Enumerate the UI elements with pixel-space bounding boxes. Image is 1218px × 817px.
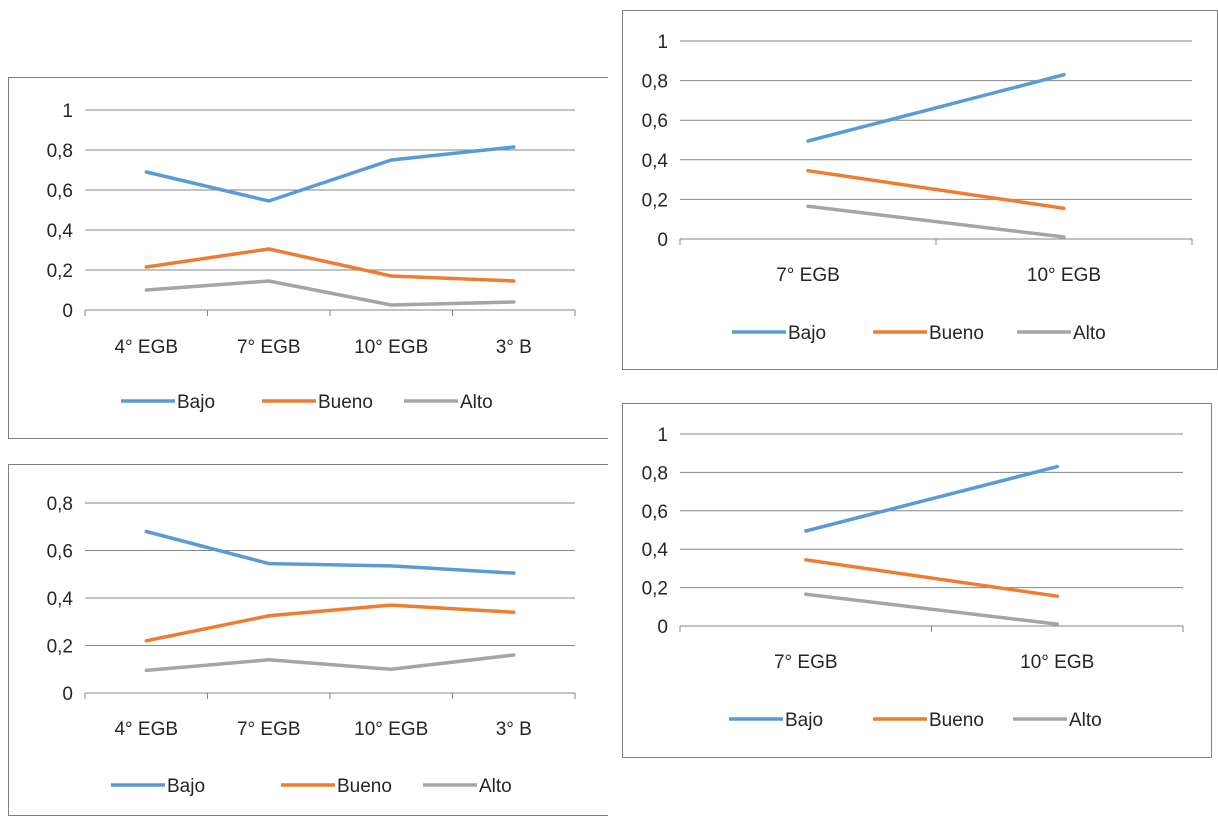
series-line-alto [806,594,1058,624]
x-tick-label: 7° EGB [237,337,301,358]
y-tick-label: 0,8 [47,141,73,162]
legend-label-bajo: Bajo [177,392,215,413]
y-tick-label: 0,8 [642,463,668,484]
y-tick-label: 1 [657,425,668,446]
y-tick-label: 1 [657,32,668,53]
series-line-bueno [806,560,1058,596]
series-line-bajo [806,467,1058,531]
x-tick-label: 7° EGB [776,265,840,286]
chart-panel-bottom-right: 0 0,2 0,4 0,6 0,8 1 7° EGB 10° EGB Bajo Bueno Alto [622,403,1212,758]
series-line-alto [146,281,514,305]
x-tick-label: 4° EGB [114,337,178,358]
legend-label-bueno: Bueno [337,776,392,797]
series-line-bueno [146,249,514,281]
y-tick-label: 0,4 [642,540,669,561]
x-tick-label: 4° EGB [114,719,178,740]
chart-panel-top-left: 0 0,2 0,4 0,6 0,8 1 4° EGB 7° EGB 10° EGB 3° B Baj… [8,77,608,439]
y-tick-label: 0,8 [642,72,668,93]
x-tick-label: 10° EGB [1020,652,1094,673]
x-tick-label: 3° B [496,337,532,358]
y-tick-label: 0,4 [47,589,74,610]
y-tick-label: 0,2 [47,637,73,658]
legend-label-bueno: Bueno [929,323,984,344]
legend-label-alto: Alto [479,776,512,797]
chart-bottom-right: 0 0,2 0,4 0,6 0,8 1 7° EGB 10° EGB Bajo Bueno Alto [623,404,1213,759]
y-tick-label: 0,6 [47,542,73,563]
legend-label-bueno: Bueno [318,392,373,413]
series-line-bajo [808,75,1064,141]
series-line-bajo [146,532,514,574]
series-line-alto [808,206,1064,237]
x-tick-label: 10° EGB [354,719,428,740]
legend-label-bajo: Bajo [167,776,205,797]
series-line-alto [146,655,514,670]
y-tick-label: 0,6 [642,502,668,523]
y-tick-label: 0 [62,301,73,322]
legend-label-alto: Alto [1069,710,1102,731]
y-tick-label: 0,2 [47,261,73,282]
y-tick-label: 0,6 [47,181,73,202]
y-tick-label: 0,2 [642,190,668,211]
legend-label-bajo: Bajo [785,710,823,731]
legend-label-bueno: Bueno [929,710,984,731]
y-tick-label: 0,8 [47,494,73,515]
series-line-bajo [146,147,514,201]
y-tick-label: 0,4 [47,221,74,242]
y-tick-label: 0 [657,230,668,251]
y-tick-label: 0,2 [642,579,668,600]
chart-panel-bottom-left: 0 0,2 0,4 0,6 0,8 4° EGB 7° EGB 10° EGB 3° B Bajo… [8,464,608,816]
x-tick-label: 10° EGB [354,337,428,358]
legend-label-alto: Alto [460,392,493,413]
y-tick-label: 1 [62,101,73,122]
y-tick-label: 0 [62,684,73,705]
chart-bottom-left: 0 0,2 0,4 0,6 0,8 4° EGB 7° EGB 10° EGB 3° B Bajo… [9,465,609,817]
legend-label-bajo: Bajo [788,323,826,344]
x-tick-label: 3° B [496,719,532,740]
chart-panel-top-right: 0 0,2 0,4 0,6 0,8 1 7° EGB 10° EGB Bajo Bueno Alto [622,10,1218,370]
chart-top-left: 0 0,2 0,4 0,6 0,8 1 4° EGB 7° EGB 10° EGB 3° B Baj… [9,78,609,440]
y-tick-label: 0,6 [642,111,668,132]
y-tick-label: 0,4 [642,151,669,172]
x-tick-label: 7° EGB [237,719,301,740]
x-tick-label: 10° EGB [1027,265,1101,286]
chart-top-right: 0 0,2 0,4 0,6 0,8 1 7° EGB 10° EGB Bajo Bueno Alto [623,11,1218,371]
legend-label-alto: Alto [1073,323,1106,344]
x-tick-label: 7° EGB [774,652,838,673]
y-tick-label: 0 [657,617,668,638]
series-line-bueno [808,171,1064,209]
series-line-bueno [146,605,514,641]
